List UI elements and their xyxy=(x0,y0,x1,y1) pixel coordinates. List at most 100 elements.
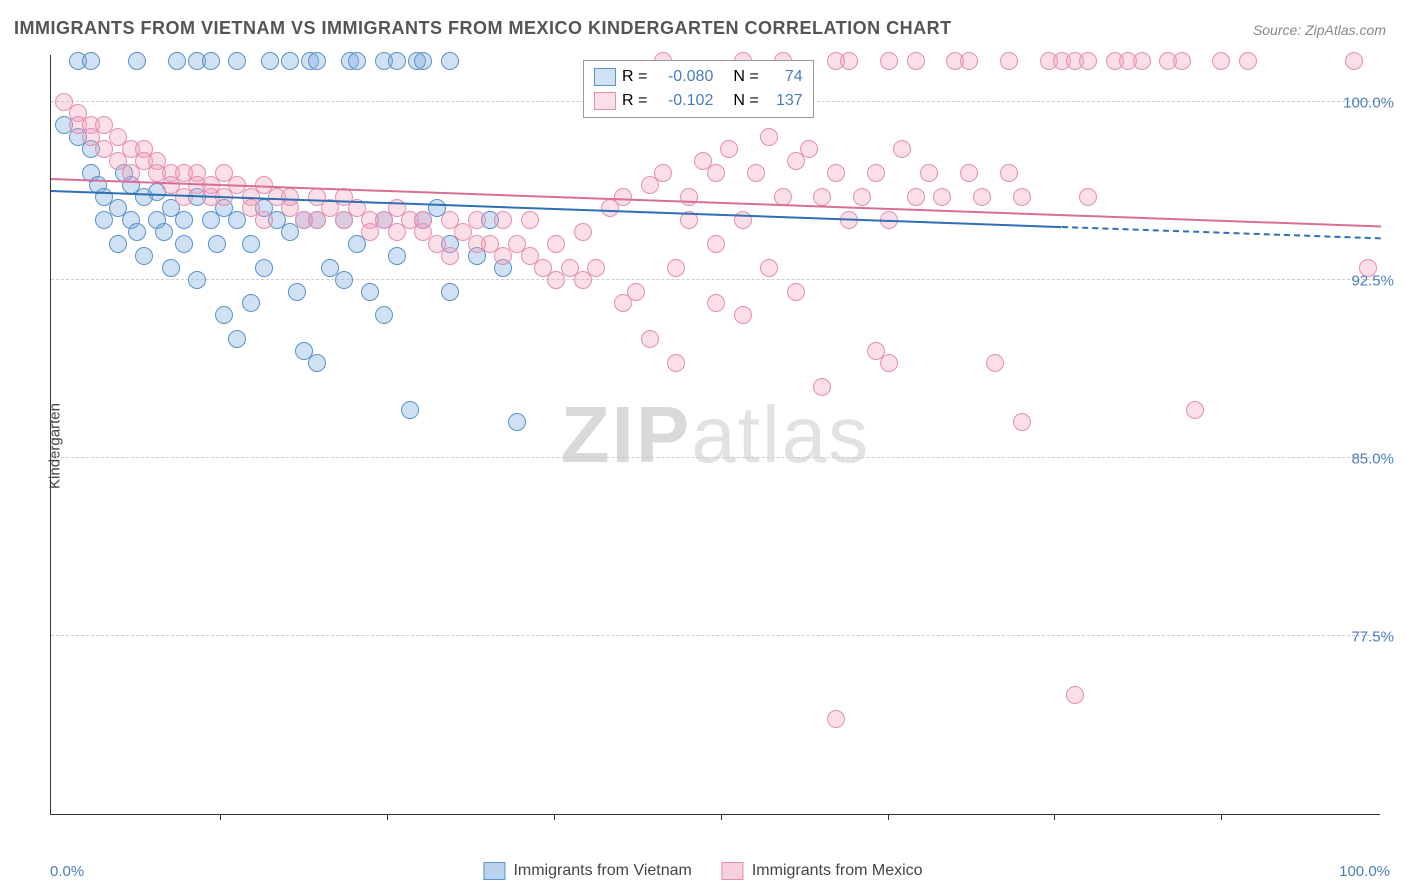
stat-r-label: R = xyxy=(622,89,647,113)
stats-legend-row: R =-0.080 N = 74 xyxy=(594,65,803,89)
scatter-point xyxy=(933,188,951,206)
scatter-point xyxy=(1000,52,1018,70)
scatter-point xyxy=(281,52,299,70)
scatter-point xyxy=(760,259,778,277)
scatter-point xyxy=(707,164,725,182)
scatter-point xyxy=(128,52,146,70)
x-axis-min-label: 0.0% xyxy=(50,863,84,880)
scatter-point xyxy=(760,128,778,146)
scatter-point xyxy=(308,52,326,70)
scatter-point xyxy=(1079,52,1097,70)
scatter-point xyxy=(893,140,911,158)
y-tick-label: 85.0% xyxy=(1351,450,1394,467)
source-label: Source: ZipAtlas.com xyxy=(1253,22,1386,38)
stat-n-label: N = xyxy=(733,89,758,113)
legend-swatch xyxy=(722,862,744,880)
scatter-point xyxy=(414,52,432,70)
scatter-point xyxy=(388,247,406,265)
y-tick-label: 92.5% xyxy=(1351,272,1394,289)
scatter-point xyxy=(82,52,100,70)
scatter-point xyxy=(880,52,898,70)
scatter-point xyxy=(654,164,672,182)
chart-container: IMMIGRANTS FROM VIETNAM VS IMMIGRANTS FR… xyxy=(0,0,1406,892)
scatter-point xyxy=(734,306,752,324)
scatter-point xyxy=(853,188,871,206)
stats-legend: R =-0.080N =74R =-0.102N =137 xyxy=(583,60,814,118)
legend-swatch xyxy=(594,92,616,110)
scatter-point xyxy=(155,223,173,241)
watermark-light: atlas xyxy=(691,390,870,479)
legend-label: Immigrants from Vietnam xyxy=(513,862,691,880)
scatter-point xyxy=(242,235,260,253)
scatter-point xyxy=(228,52,246,70)
x-tick xyxy=(554,814,555,820)
scatter-point xyxy=(188,271,206,289)
scatter-point xyxy=(1239,52,1257,70)
scatter-point xyxy=(787,283,805,301)
legend-bottom: Immigrants from VietnamImmigrants from M… xyxy=(483,862,922,880)
scatter-point xyxy=(288,283,306,301)
stat-n-label: N = xyxy=(733,65,758,89)
stat-r-label: R = xyxy=(622,65,647,89)
scatter-point xyxy=(162,259,180,277)
stat-r-value: -0.080 xyxy=(653,65,713,89)
scatter-point xyxy=(441,52,459,70)
x-tick xyxy=(1221,814,1222,820)
gridline-h xyxy=(51,635,1380,636)
scatter-point xyxy=(1212,52,1230,70)
scatter-point xyxy=(960,52,978,70)
gridline-h xyxy=(51,457,1380,458)
gridline-h xyxy=(51,279,1380,280)
stat-n-value: 74 xyxy=(765,65,803,89)
scatter-point xyxy=(827,164,845,182)
scatter-point xyxy=(1079,188,1097,206)
scatter-point xyxy=(1345,52,1363,70)
scatter-point xyxy=(1066,686,1084,704)
legend-swatch xyxy=(594,68,616,86)
scatter-point xyxy=(168,52,186,70)
legend-swatch xyxy=(483,862,505,880)
scatter-point xyxy=(641,330,659,348)
scatter-point xyxy=(468,211,486,229)
scatter-point xyxy=(242,294,260,312)
scatter-point xyxy=(335,271,353,289)
scatter-point xyxy=(521,211,539,229)
scatter-point xyxy=(175,211,193,229)
scatter-point xyxy=(1186,401,1204,419)
scatter-point xyxy=(960,164,978,182)
scatter-point xyxy=(388,52,406,70)
stat-r-value: -0.102 xyxy=(653,89,713,113)
scatter-point xyxy=(587,259,605,277)
scatter-point xyxy=(720,140,738,158)
stats-legend-row: R =-0.102N =137 xyxy=(594,89,803,113)
scatter-point xyxy=(707,294,725,312)
chart-title: IMMIGRANTS FROM VIETNAM VS IMMIGRANTS FR… xyxy=(14,18,952,39)
scatter-point xyxy=(986,354,1004,372)
scatter-point xyxy=(907,188,925,206)
scatter-point xyxy=(1000,164,1018,182)
scatter-point xyxy=(667,259,685,277)
scatter-point xyxy=(1173,52,1191,70)
scatter-point xyxy=(261,52,279,70)
scatter-point xyxy=(361,283,379,301)
scatter-point xyxy=(441,283,459,301)
x-tick xyxy=(220,814,221,820)
scatter-point xyxy=(774,188,792,206)
scatter-point xyxy=(800,140,818,158)
x-tick xyxy=(1054,814,1055,820)
scatter-point xyxy=(827,710,845,728)
scatter-point xyxy=(128,223,146,241)
scatter-point xyxy=(281,188,299,206)
scatter-point xyxy=(707,235,725,253)
scatter-point xyxy=(208,235,226,253)
scatter-point xyxy=(348,52,366,70)
plot-area: ZIPatlas R =-0.080N =74R =-0.102N =137 xyxy=(50,55,1380,815)
y-tick-label: 100.0% xyxy=(1343,94,1394,111)
scatter-point xyxy=(295,342,313,360)
scatter-point xyxy=(215,306,233,324)
scatter-point xyxy=(813,188,831,206)
scatter-point xyxy=(255,211,273,229)
x-tick xyxy=(387,814,388,820)
scatter-point xyxy=(667,354,685,372)
scatter-point xyxy=(202,52,220,70)
